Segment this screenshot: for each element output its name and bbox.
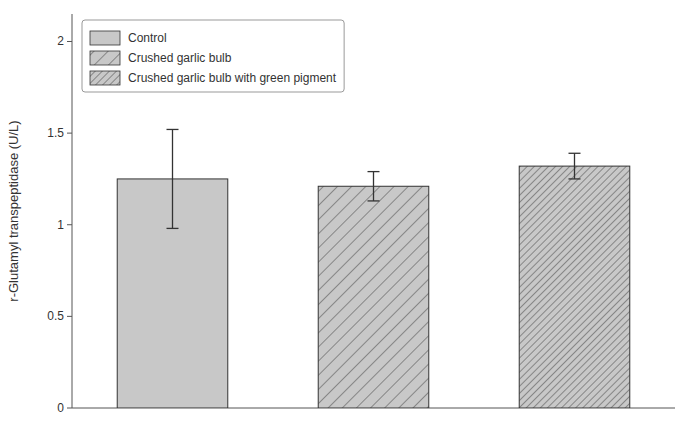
y-axis-label: r-Glutamyl transpeptidase (U/L) xyxy=(6,120,21,301)
legend-label: Crushed garlic bulb with green pigment xyxy=(128,71,337,85)
y-tick xyxy=(67,224,72,225)
legend-swatch xyxy=(90,71,120,85)
y-tick xyxy=(67,316,72,317)
chart: 0 0.5 1 1.5 2 r-Glutamyl transpeptidase (U/L)… xyxy=(0,0,691,430)
error-bar xyxy=(368,172,380,201)
bar xyxy=(519,166,630,408)
y-axis: 0 0.5 1 1.5 2 xyxy=(47,14,72,415)
error-bar xyxy=(167,129,179,228)
legend-frame xyxy=(82,20,344,92)
legend: Control Crushed garlic bulb Crushed garlic… xyxy=(82,20,344,92)
y-tick xyxy=(67,408,72,409)
y-tick-label: 0 xyxy=(57,401,64,415)
y-tick-label: 0.5 xyxy=(47,309,64,323)
legend-label: Crushed garlic bulb xyxy=(128,51,232,65)
y-tick xyxy=(67,133,72,134)
y-axis-line xyxy=(72,14,73,408)
y-tick xyxy=(67,41,72,42)
legend-label: Control xyxy=(128,31,167,45)
error-bar xyxy=(569,153,581,179)
y-tick-label: 2 xyxy=(57,34,64,48)
bar xyxy=(318,186,429,408)
legend-swatch xyxy=(90,51,120,65)
legend-swatch xyxy=(90,31,120,45)
plot-area xyxy=(117,129,630,408)
y-tick-label: 1.5 xyxy=(47,126,64,140)
y-tick-label: 1 xyxy=(57,218,64,232)
